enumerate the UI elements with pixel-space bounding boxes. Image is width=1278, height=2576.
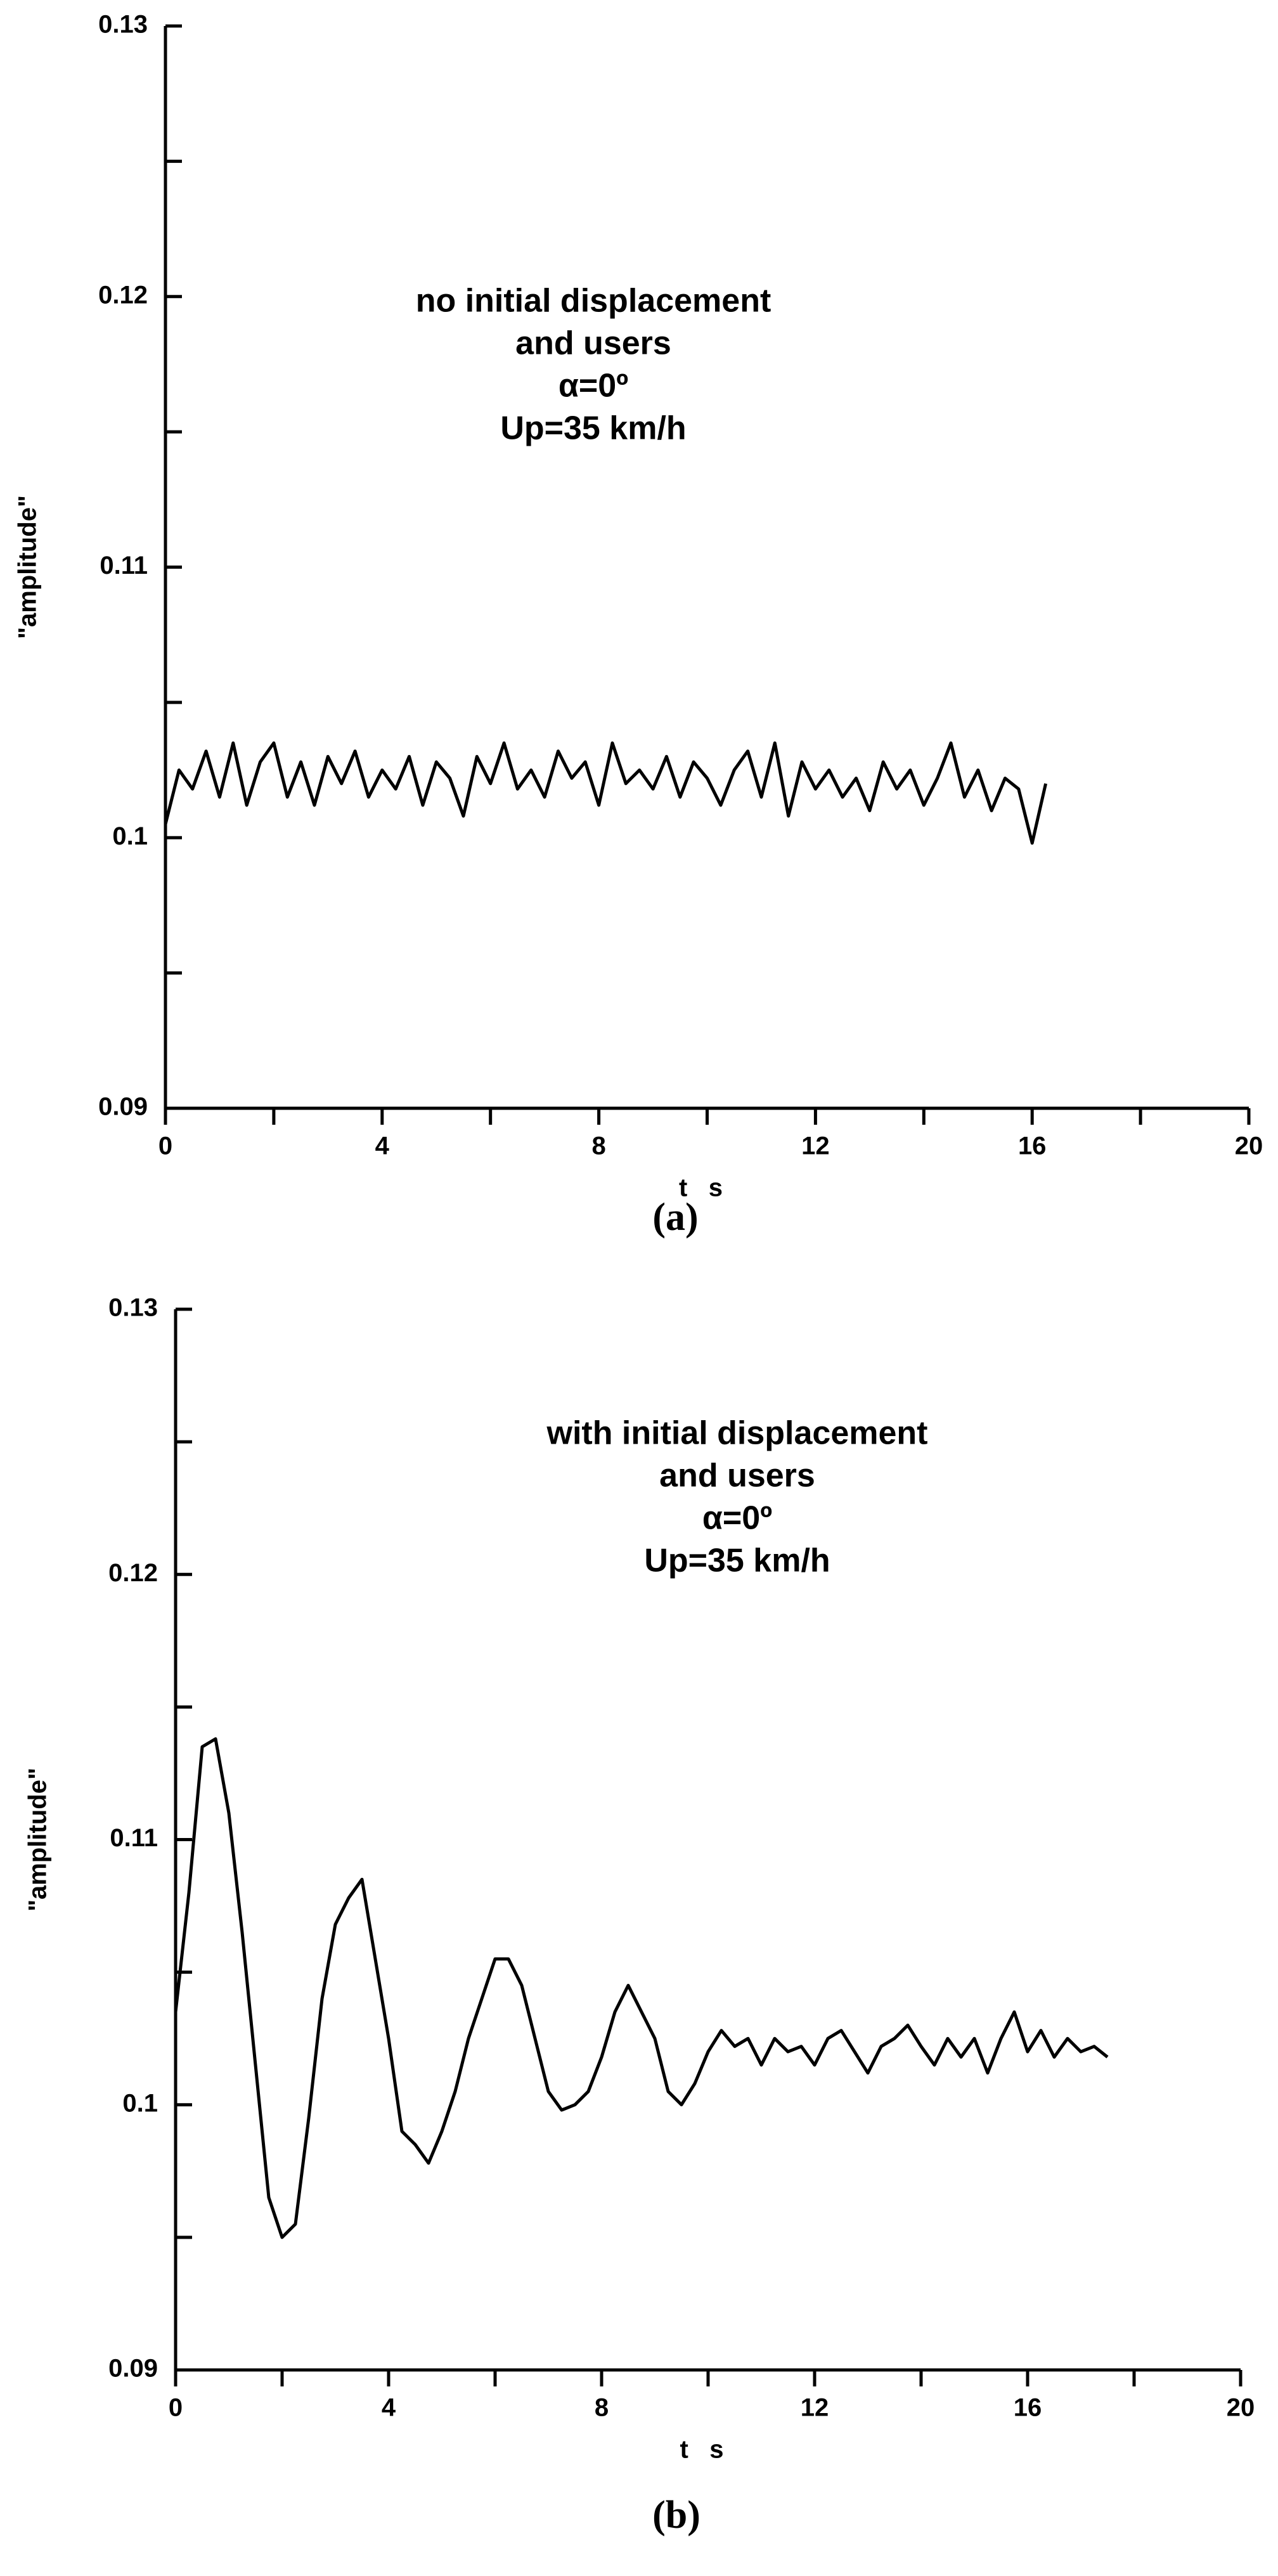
x-tick-label: 20: [1235, 1132, 1263, 1160]
x-axis-label: t s: [679, 1174, 723, 1202]
annotation: no initial displacement: [416, 283, 771, 320]
x-tick-label: 0: [158, 1132, 172, 1160]
annotation: and users: [659, 1458, 815, 1494]
data-line: [164, 741, 1048, 845]
y-tick-label: 0.11: [110, 1824, 158, 1852]
y-tick-label: 0.13: [108, 1294, 158, 1322]
x-tick-label: 0: [169, 2394, 183, 2422]
x-tick-label: 12: [801, 2394, 829, 2422]
x-tick-label: 12: [801, 1132, 830, 1160]
data-line: [174, 1737, 1109, 2239]
annotation: α=0º: [558, 368, 628, 405]
y-tick-label: 0.11: [100, 552, 148, 579]
annotation: with initial displacement: [546, 1415, 928, 1452]
x-axis-label: t s: [680, 2436, 724, 2464]
x-tick-label: 4: [382, 2394, 396, 2422]
y-tick-label: 0.12: [108, 1559, 158, 1587]
annotation: Up=35 km/h: [500, 410, 686, 447]
y-tick-label: 0.1: [112, 822, 148, 850]
caption: (b): [652, 2494, 700, 2537]
y-tick-label: 0.1: [122, 2089, 158, 2117]
x-tick-label: 16: [1018, 1132, 1047, 1160]
y-axis-label: "amplitude": [14, 495, 42, 639]
annotation: Up=35 km/h: [644, 1543, 830, 1579]
y-axis-label: "amplitude": [24, 1768, 52, 1912]
annotation: and users: [515, 325, 671, 362]
annotation: α=0º: [702, 1500, 772, 1537]
x-tick-label: 20: [1227, 2394, 1255, 2422]
y-tick-label: 0.13: [98, 11, 148, 39]
caption: (a): [652, 1196, 698, 1239]
x-tick-label: 8: [595, 2394, 609, 2422]
y-tick-label: 0.12: [98, 281, 148, 309]
y-tick-label: 0.09: [98, 1093, 148, 1121]
x-tick-label: 8: [591, 1132, 605, 1160]
x-tick-label: 16: [1014, 2394, 1042, 2422]
x-tick-label: 4: [375, 1132, 390, 1160]
y-tick-label: 0.09: [108, 2355, 158, 2383]
